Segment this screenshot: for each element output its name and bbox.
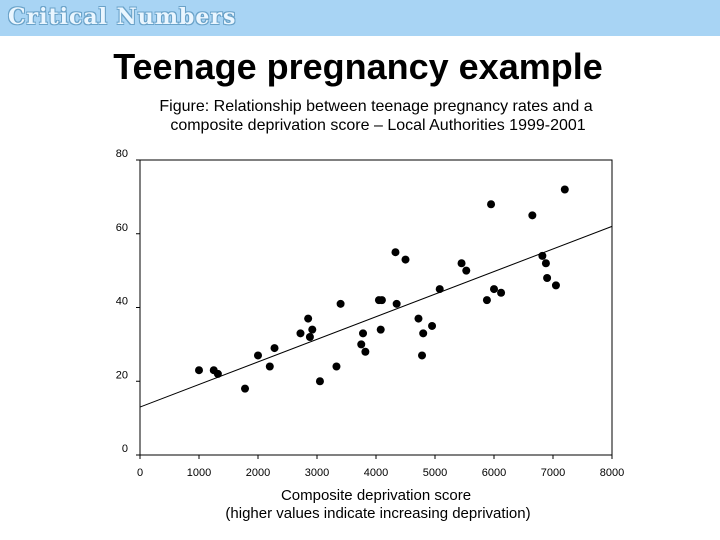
data-point <box>296 329 305 338</box>
data-points <box>195 185 569 393</box>
y-axis-ticks: 0 20 40 60 80 <box>116 148 140 456</box>
data-point <box>487 200 496 209</box>
data-point <box>528 211 537 220</box>
data-point <box>308 325 317 334</box>
data-point <box>497 288 506 297</box>
figure-title-line-1: Figure: Relationship between teenage pre… <box>159 98 592 115</box>
data-point <box>428 321 437 330</box>
x-tick-label: 6000 <box>482 467 506 479</box>
y-tick-label: 0 <box>122 443 128 455</box>
data-point <box>418 351 427 360</box>
data-point <box>265 362 274 371</box>
y-tick-label: 80 <box>116 148 128 160</box>
data-point <box>361 347 370 356</box>
data-point <box>391 248 400 257</box>
data-point <box>419 329 428 338</box>
data-point <box>213 369 222 378</box>
data-point <box>270 344 279 353</box>
y-tick-label: 40 <box>116 296 128 308</box>
header-banner: Critical Numbers <box>0 0 720 36</box>
x-tick-label: 1000 <box>187 467 211 479</box>
data-point <box>377 296 386 305</box>
data-point <box>332 362 341 371</box>
x-axis-label-line-1: Composite deprivation score <box>281 487 471 504</box>
data-point <box>490 285 498 294</box>
data-point <box>392 299 401 308</box>
data-point <box>538 251 547 260</box>
plot-frame <box>139 159 613 456</box>
data-point <box>376 325 385 334</box>
data-point <box>551 281 560 290</box>
data-point <box>457 259 466 268</box>
data-point <box>195 366 203 375</box>
data-point <box>241 384 250 393</box>
banner-logo-text: Critical Numbers <box>8 4 237 30</box>
x-tick-label: 4000 <box>364 467 388 479</box>
data-point <box>560 185 569 194</box>
x-tick-label: 2000 <box>246 467 270 479</box>
data-point <box>482 296 491 305</box>
data-point <box>462 266 471 275</box>
data-point <box>414 314 423 323</box>
data-point <box>357 340 366 349</box>
x-tick-label: 5000 <box>423 467 447 479</box>
data-point <box>359 329 368 338</box>
data-point <box>435 285 444 294</box>
data-point <box>541 259 550 268</box>
x-tick-label: 0 <box>137 467 143 479</box>
data-point <box>401 255 410 264</box>
x-tick-label: 3000 <box>305 467 329 479</box>
y-tick-label: 20 <box>116 369 128 381</box>
data-point <box>543 274 552 282</box>
x-tick-label: 8000 <box>600 467 624 479</box>
x-axis-ticks: 0 1000 2000 3000 4000 5000 6000 7000 8000 <box>137 455 624 479</box>
data-point <box>315 377 324 386</box>
slide-title: Teenage pregnancy example <box>113 46 603 87</box>
data-point <box>304 314 313 323</box>
data-point <box>254 351 262 360</box>
x-tick-label: 7000 <box>541 467 565 479</box>
x-axis-label-line-2: (higher values indicate increasing depri… <box>225 505 530 522</box>
y-tick-label: 60 <box>116 222 128 234</box>
data-point <box>305 333 314 341</box>
figure-title-line-2: composite deprivation score – Local Auth… <box>170 117 585 134</box>
data-point <box>336 299 345 308</box>
